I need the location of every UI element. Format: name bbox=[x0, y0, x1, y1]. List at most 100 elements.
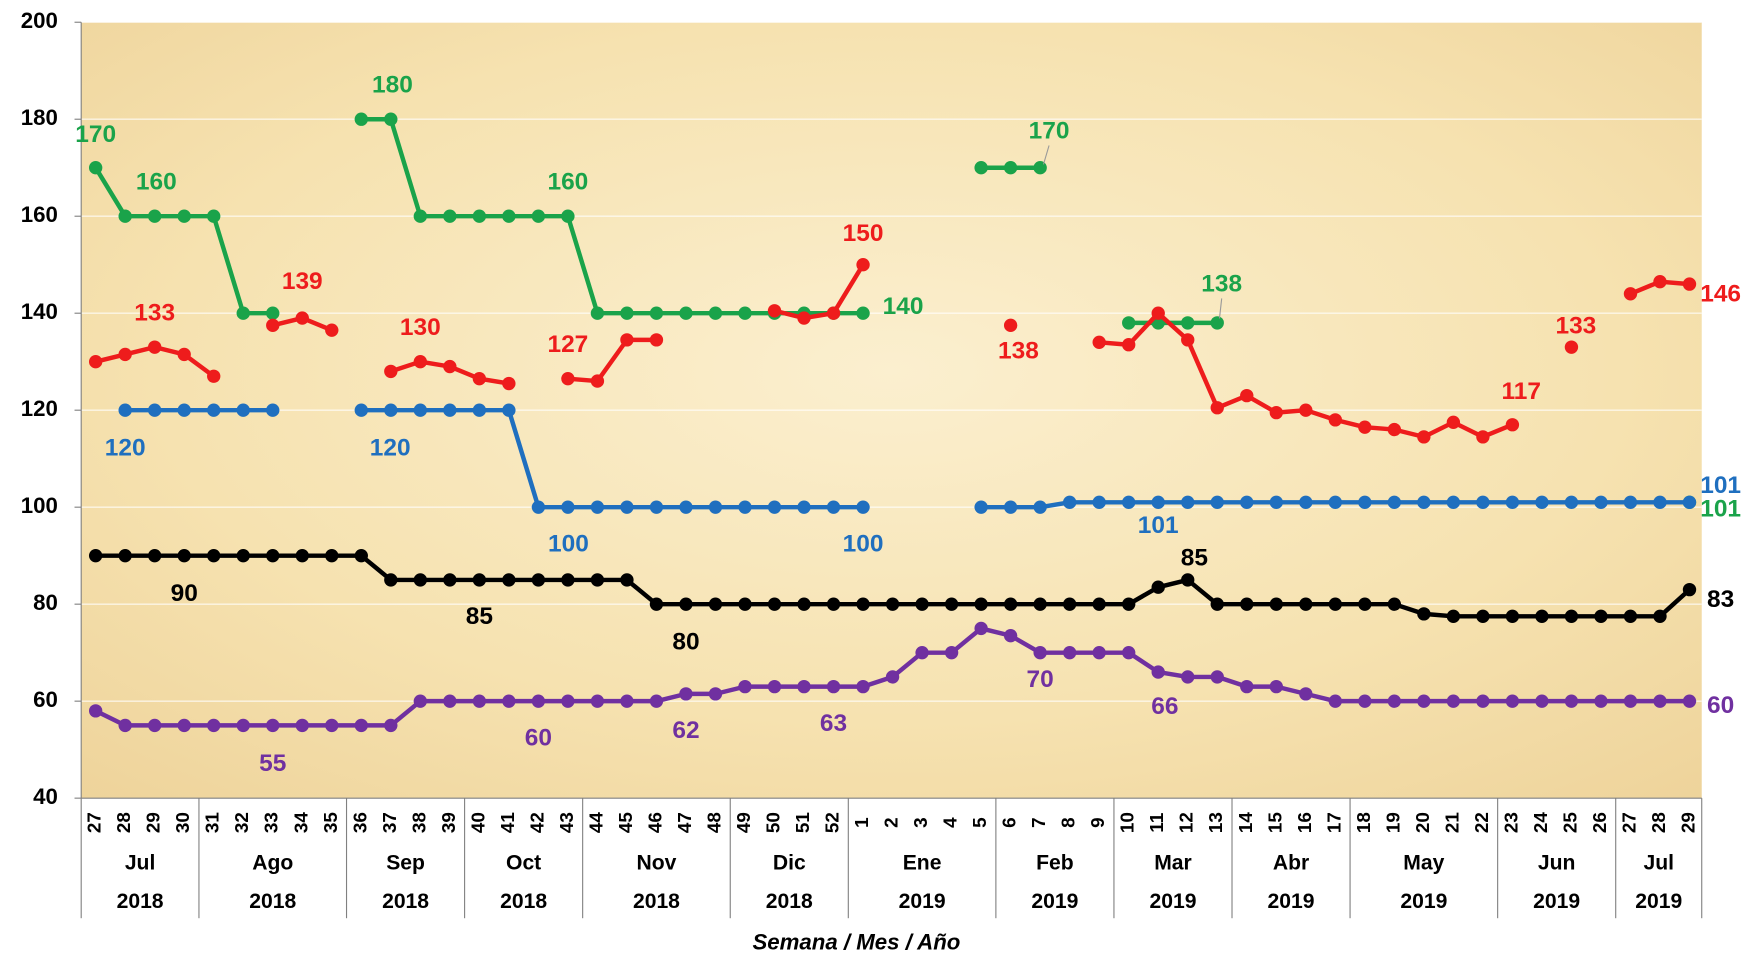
data-point bbox=[472, 694, 487, 708]
data-point bbox=[207, 718, 221, 733]
data-point bbox=[443, 209, 457, 223]
data-point bbox=[826, 306, 841, 320]
month-label: Abr bbox=[1273, 851, 1309, 874]
data-point bbox=[1003, 318, 1018, 332]
data-point bbox=[1653, 275, 1667, 289]
data-point bbox=[1564, 694, 1579, 708]
week-label: 30 bbox=[173, 812, 194, 833]
data-point bbox=[1594, 694, 1608, 708]
data-point bbox=[561, 500, 575, 514]
week-label: 29 bbox=[144, 812, 165, 833]
data-point bbox=[649, 306, 664, 320]
data-point bbox=[207, 209, 221, 223]
week-label: 43 bbox=[557, 812, 578, 833]
data-point bbox=[443, 573, 457, 587]
data-point bbox=[1535, 609, 1549, 623]
data-label: 120 bbox=[370, 435, 411, 462]
y-tick-label: 180 bbox=[21, 105, 58, 130]
data-point bbox=[1594, 495, 1608, 510]
week-label: 13 bbox=[1206, 812, 1227, 833]
data-point bbox=[1122, 316, 1136, 330]
data-point bbox=[826, 500, 841, 514]
data-point bbox=[148, 718, 162, 733]
series-line bbox=[567, 337, 657, 384]
data-point bbox=[561, 573, 575, 587]
data-label: 138 bbox=[998, 337, 1039, 364]
data-point bbox=[502, 209, 516, 223]
data-point bbox=[236, 403, 250, 417]
data-point bbox=[472, 573, 487, 587]
week-label: 20 bbox=[1413, 812, 1434, 833]
x-axis-title: Semana / Mes / Año bbox=[752, 930, 960, 955]
week-label: 6 bbox=[1000, 817, 1021, 828]
week-label: 31 bbox=[203, 812, 224, 833]
data-point bbox=[974, 161, 988, 175]
data-point bbox=[1387, 694, 1402, 708]
month-label: Sep bbox=[386, 851, 425, 874]
week-label: 29 bbox=[1678, 812, 1699, 833]
data-label: 60 bbox=[525, 724, 552, 751]
data-label: 140 bbox=[883, 293, 924, 320]
data-point bbox=[1240, 388, 1254, 403]
data-label: 80 bbox=[672, 629, 699, 656]
month-label: Jul bbox=[1643, 851, 1674, 874]
data-point bbox=[620, 694, 634, 708]
data-point bbox=[1505, 609, 1520, 623]
data-point bbox=[1476, 495, 1490, 510]
data-point bbox=[177, 549, 191, 563]
week-label: 48 bbox=[704, 812, 725, 833]
data-point bbox=[1417, 694, 1431, 708]
data-label: 160 bbox=[136, 168, 177, 195]
data-point bbox=[1210, 597, 1224, 611]
data-point bbox=[620, 306, 634, 320]
data-point bbox=[1387, 495, 1402, 510]
data-label: 133 bbox=[1555, 313, 1596, 340]
data-point bbox=[1092, 597, 1106, 611]
data-point bbox=[1535, 694, 1549, 708]
data-label: 180 bbox=[372, 71, 413, 98]
data-point bbox=[738, 500, 752, 514]
y-tick-label: 60 bbox=[33, 687, 58, 712]
week-label: 14 bbox=[1236, 812, 1257, 834]
data-point bbox=[1033, 161, 1047, 175]
data-point bbox=[1003, 161, 1018, 175]
year-label: 2018 bbox=[249, 890, 296, 913]
data-point bbox=[1003, 629, 1018, 643]
week-label: 4 bbox=[941, 817, 962, 828]
data-point bbox=[708, 500, 723, 514]
data-point bbox=[88, 161, 103, 175]
data-point bbox=[148, 549, 162, 563]
data-point bbox=[738, 306, 752, 320]
week-label: 15 bbox=[1265, 812, 1286, 833]
week-label: 28 bbox=[114, 812, 135, 833]
data-point bbox=[649, 500, 664, 514]
week-label: 28 bbox=[1649, 812, 1670, 833]
data-point bbox=[1446, 694, 1461, 708]
data-point bbox=[1564, 495, 1579, 510]
data-point bbox=[915, 597, 929, 611]
data-point bbox=[1682, 694, 1697, 708]
data-point bbox=[767, 304, 782, 318]
data-point bbox=[1240, 597, 1254, 611]
data-point bbox=[1062, 597, 1077, 611]
data-point bbox=[1299, 597, 1313, 611]
data-point bbox=[531, 209, 546, 223]
week-label: 12 bbox=[1177, 812, 1198, 833]
data-label: 66 bbox=[1151, 693, 1178, 720]
data-point bbox=[974, 500, 988, 514]
data-point bbox=[1653, 609, 1667, 623]
data-point bbox=[118, 549, 132, 563]
data-label: 85 bbox=[466, 603, 493, 630]
data-point bbox=[738, 597, 752, 611]
y-tick-label: 100 bbox=[21, 493, 58, 518]
week-label: 47 bbox=[675, 812, 696, 833]
data-label: 55 bbox=[259, 750, 286, 777]
data-point bbox=[1446, 609, 1461, 623]
data-label: 60 bbox=[1707, 692, 1734, 719]
data-point bbox=[1476, 609, 1490, 623]
week-label: 17 bbox=[1324, 812, 1345, 833]
data-point bbox=[1240, 679, 1254, 694]
data-point bbox=[1122, 645, 1136, 660]
data-point bbox=[88, 704, 103, 718]
y-tick-label: 140 bbox=[21, 299, 58, 324]
